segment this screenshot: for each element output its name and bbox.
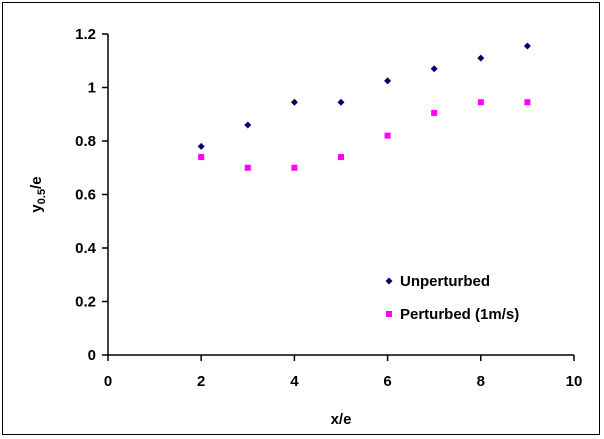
legend: Unperturbed Perturbed (1m/s) — [385, 273, 519, 323]
x-tick-label: 6 — [383, 373, 391, 390]
y-tick-label: 0.4 — [75, 240, 97, 257]
data-point-unperturbed — [197, 142, 205, 150]
data-point-perturbed — [244, 164, 251, 171]
legend-label-perturbed: Perturbed (1m/s) — [400, 306, 519, 323]
y-axis-label: y0.5/e — [28, 176, 48, 212]
data-point-perturbed — [338, 154, 344, 161]
data-point-unperturbed — [477, 54, 485, 62]
y-tick-label: 0.8 — [75, 133, 96, 150]
legend-item-perturbed: Perturbed (1m/s) — [386, 306, 519, 323]
legend-marker-unperturbed — [385, 277, 393, 285]
y-axis-label-sub: 0.5 — [36, 189, 48, 204]
x-tick-label: 4 — [290, 373, 299, 390]
data-point-perturbed — [291, 164, 298, 171]
y-tick-label: 1.2 — [75, 26, 96, 43]
data-point-perturbed — [477, 99, 484, 106]
x-tick-label: 0 — [104, 373, 112, 390]
legend-item-unperturbed: Unperturbed — [385, 273, 490, 290]
data-point-unperturbed — [384, 77, 392, 85]
data-point-perturbed — [198, 154, 205, 161]
legend-marker-perturbed — [386, 311, 392, 317]
data-points — [197, 42, 531, 171]
data-point-perturbed — [431, 109, 438, 116]
data-point-unperturbed — [430, 65, 438, 73]
y-axis-label-tail: /e — [28, 176, 45, 189]
tick-labels: 0 0.2 0.4 0.6 0.8 1 1.2 0 2 4 6 8 10 — [75, 26, 582, 390]
data-point-unperturbed — [523, 42, 531, 50]
chart-frame: 0 0.2 0.4 0.6 0.8 1 1.2 0 2 4 6 8 10 x/e y0.5/e Unpe… — [2, 2, 600, 435]
x-tick-label: 8 — [477, 373, 485, 390]
axes — [102, 33, 575, 361]
data-point-perturbed — [384, 132, 391, 139]
y-tick-label: 0 — [88, 347, 96, 364]
scatter-chart: 0 0.2 0.4 0.6 0.8 1 1.2 0 2 4 6 8 10 x/e y0.5/e Unpe… — [28, 26, 582, 428]
data-point-unperturbed — [244, 121, 252, 129]
legend-label-unperturbed: Unperturbed — [400, 273, 490, 290]
x-tick-label: 10 — [566, 373, 583, 390]
data-point-unperturbed — [290, 98, 298, 106]
data-point-perturbed — [524, 99, 531, 106]
y-tick-label: 0.6 — [75, 187, 96, 204]
x-tick-label: 2 — [197, 373, 205, 390]
data-point-unperturbed — [337, 98, 345, 106]
y-axis-label-main: y — [28, 204, 45, 213]
y-tick-label: 0.2 — [75, 294, 96, 311]
y-tick-label: 1 — [88, 80, 96, 97]
x-axis-label: x/e — [331, 411, 352, 428]
